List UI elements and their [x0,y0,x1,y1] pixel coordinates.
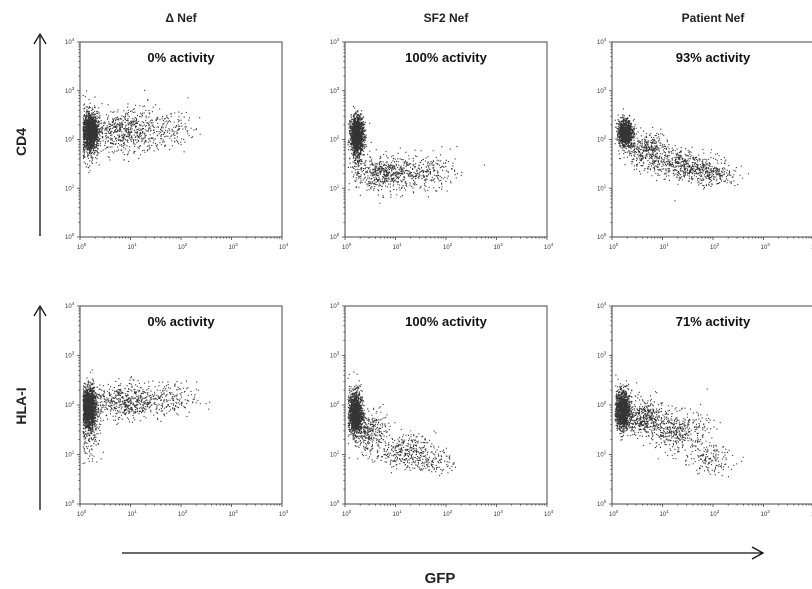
activity-label-hla-patient-nef: 71% activity [676,314,751,329]
y-tick-label: 103 [65,351,75,360]
x-tick-label: 103 [229,509,239,518]
x-tick-label: 104 [279,242,289,251]
scatter-points [82,369,211,465]
x-tick-label: 102 [443,242,453,251]
y-tick-label: 104 [597,301,607,310]
scatter-dots-cd4-patient-nef [614,108,749,202]
x-tick-label: 101 [128,242,138,251]
y-tick-label: 101 [65,450,75,459]
x-tick-label: 104 [279,509,289,518]
activity-label-cd4-delta-nef: 0% activity [147,50,215,65]
panel-frame-cd4-sf2-nef [344,41,548,238]
y-tick-label: 103 [65,86,75,95]
y-tick-label: 100 [597,499,607,508]
panel-frame-cd4-patient-nef [611,41,812,238]
hla-arrow-head [33,304,47,317]
x-tick-label: 100 [77,242,87,251]
panel-frame-hla-patient-nef [611,305,812,505]
y-tick-label: 102 [65,400,75,409]
x-tick-label: 103 [494,242,504,251]
x-tick-label: 101 [128,509,138,518]
x-tick-label: 102 [178,509,188,518]
y-tick-label: 102 [597,135,607,144]
x-tick-label: 100 [77,509,87,518]
x-tick-label: 100 [342,509,352,518]
x-tick-label: 102 [178,242,188,251]
y-tick-label: 104 [330,37,340,46]
y-tick-label: 100 [330,232,340,241]
x-tick-label: 101 [393,242,403,251]
x-tick-label: 102 [710,509,720,518]
row-label-hla-i: HLA-I [13,387,29,424]
activity-label-cd4-patient-nef: 93% activity [676,50,751,65]
x-tick-label: 101 [393,509,403,518]
scatter-points [347,105,485,204]
activity-label-hla-sf2-nef: 100% activity [405,314,487,329]
y-tick-label: 104 [65,301,75,310]
scatter-points [614,108,749,202]
scatter-dots-cd4-delta-nef [82,89,201,174]
y-tick-label: 100 [330,499,340,508]
y-tick-label: 100 [65,499,75,508]
y-tick-label: 101 [330,450,340,459]
activity-label-hla-delta-nef: 0% activity [147,314,215,329]
y-tick-label: 101 [65,183,75,192]
y-tick-label: 100 [597,232,607,241]
x-tick-label: 104 [544,242,554,251]
axis-ticks: 1001001011011021021031031041041001001011… [65,37,812,518]
x-tick-label: 103 [761,509,771,518]
x-tick-label: 102 [443,509,453,518]
y-tick-label: 103 [330,351,340,360]
x-tick-label: 103 [494,509,504,518]
y-tick-label: 103 [597,86,607,95]
cd4-arrow-head [33,32,47,45]
x-tick-label: 102 [710,242,720,251]
y-tick-label: 104 [597,37,607,46]
x-tick-label: 104 [544,509,554,518]
activity-label-cd4-sf2-nef: 100% activity [405,50,487,65]
x-tick-label: 101 [660,509,670,518]
y-tick-label: 104 [65,37,75,46]
column-title-delta-nef: Δ Nef [165,11,197,25]
x-tick-label: 100 [609,509,619,518]
y-tick-label: 100 [65,232,75,241]
y-tick-label: 102 [65,135,75,144]
x-axis-label-gfp: GFP [425,570,456,587]
x-tick-label: 100 [609,242,619,251]
x-tick-label: 103 [229,242,239,251]
y-tick-label: 101 [597,183,607,192]
y-tick-label: 102 [597,400,607,409]
y-tick-label: 103 [330,86,340,95]
x-tick-label: 101 [660,242,670,251]
panel-frame-cd4-delta-nef [79,41,283,238]
y-tick-label: 103 [597,351,607,360]
scatter-points [82,89,201,174]
scatter-dots-hla-delta-nef [82,369,211,465]
gfp-arrow-head [751,546,765,560]
column-title-patient-nef: Patient Nef [682,11,746,25]
x-tick-label: 103 [761,242,771,251]
row-label-cd4: CD4 [13,128,29,156]
scatter-points [347,371,456,477]
x-tick-label: 100 [342,242,352,251]
y-tick-label: 104 [330,301,340,310]
scatter-dots-cd4-sf2-nef [347,105,485,204]
y-tick-label: 102 [330,135,340,144]
panel-frame-hla-sf2-nef [344,305,548,505]
y-tick-label: 101 [330,183,340,192]
scatter-dots-hla-sf2-nef [347,371,456,477]
y-tick-label: 102 [330,400,340,409]
column-title-sf2-nef: SF2 Nef [424,11,470,25]
y-tick-label: 101 [597,450,607,459]
